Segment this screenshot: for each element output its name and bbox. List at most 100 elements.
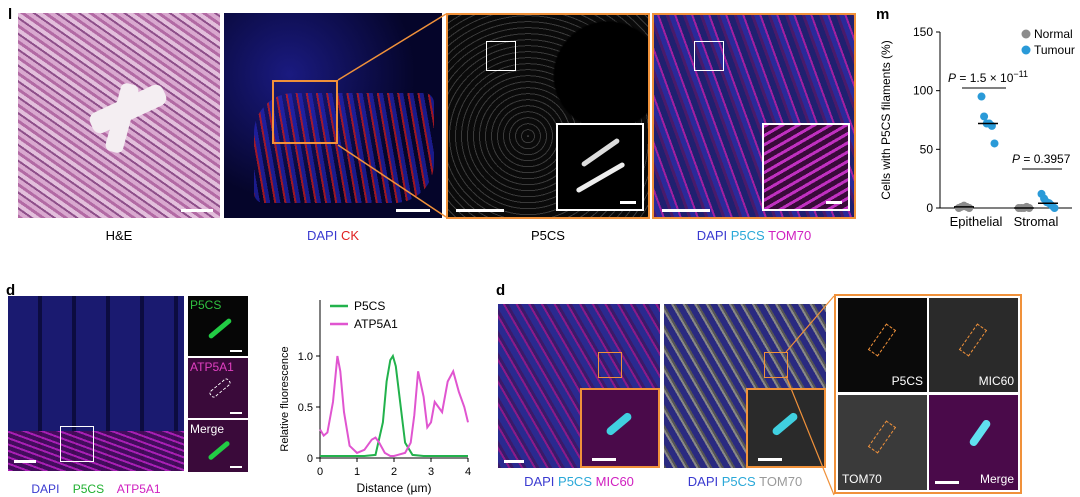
legend-label: P5CS — [354, 299, 385, 313]
data-point — [1050, 204, 1059, 212]
y-tick-label: 0.5 — [298, 402, 313, 414]
scale-bar — [396, 209, 430, 212]
x-axis-label: Distance (µm) — [357, 481, 432, 495]
scale-bar — [181, 209, 213, 212]
panel-label-d-left: d — [6, 282, 16, 299]
d2-dapi-p5cs-mic60 — [498, 304, 660, 468]
y-tick-label: 150 — [913, 25, 933, 39]
d-left-micrograph — [8, 296, 184, 471]
dapi-ck-micrograph — [224, 13, 442, 218]
caption-dapi-ck: DAPI CK — [224, 228, 442, 243]
inset-merge: Merge — [188, 420, 248, 472]
caption-d2-mic60: MIC60 — [595, 474, 634, 489]
atp5a1-signal — [8, 431, 184, 471]
ck-signal — [254, 93, 434, 203]
x-tick-label: 4 — [465, 466, 471, 478]
d2-zoom-inset — [746, 388, 826, 468]
roi-box — [764, 352, 788, 378]
scale-bar — [456, 209, 504, 212]
inset-label: Merge — [190, 422, 225, 436]
x-tick-label: 0 — [317, 466, 323, 478]
data-point — [990, 139, 999, 148]
caption-d2-left: DAPI P5CS MIC60 — [498, 474, 660, 489]
y-axis-label: Cells with P5CS filaments (%) — [879, 40, 893, 199]
zoom-connector-lines — [337, 13, 447, 218]
caption-merge-tom70: TOM70 — [768, 228, 812, 243]
inset-label: ATP5A1 — [190, 360, 234, 374]
caption-d2-tom70: TOM70 — [759, 474, 803, 489]
caption-he: H&E — [105, 228, 133, 243]
merge-zoom-inset — [762, 123, 850, 211]
scale-bar — [14, 460, 36, 463]
grid-label: Merge — [979, 472, 1014, 486]
caption-p5cs: P5CS — [531, 228, 565, 243]
merge-micrograph — [652, 13, 856, 219]
caption-ck: CK — [340, 228, 360, 243]
grid-merge: Merge — [929, 395, 1018, 490]
y-tick-label: 0 — [307, 453, 313, 465]
caption-d-atp5a1: ATP5A1 — [116, 482, 161, 496]
caption-merge: DAPI P5CS TOM70 — [652, 228, 856, 243]
data-point — [977, 92, 986, 101]
y-tick-label: 1.0 — [298, 351, 313, 363]
legend-marker — [1021, 29, 1031, 39]
caption-d2-p5cs: P5CS — [721, 474, 756, 489]
x-tick-label: Epithelial — [950, 214, 1003, 229]
grid-label: P5CS — [891, 374, 923, 388]
scale-bar — [662, 209, 710, 212]
roi-box — [598, 352, 622, 378]
legend-marker — [1021, 45, 1031, 55]
zoom-box — [272, 80, 338, 144]
roi-box — [60, 426, 94, 462]
caption-d-dapi: DAPI — [31, 482, 60, 496]
series-line — [320, 353, 468, 457]
grid-tom70: TOM70 — [838, 395, 927, 490]
inset-p5cs: P5CS — [188, 296, 248, 356]
grid-mic60: MIC60 — [929, 298, 1018, 392]
p5cs-micrograph — [446, 13, 650, 219]
y-axis-label: Relative fluorescence — [279, 346, 291, 451]
caption-d2-dapi: DAPI — [524, 474, 555, 489]
p5cs-zoom-inset — [556, 123, 644, 211]
caption-d-p5cs: P5CS — [72, 482, 105, 496]
y-tick-label: 100 — [913, 84, 933, 98]
legend-label: Tumour — [1034, 43, 1075, 57]
roi-box — [486, 41, 516, 71]
caption-d2-dapi: DAPI — [687, 474, 719, 489]
pvalue-epithelial: P = 1.5 × 10−11 — [948, 69, 1028, 85]
y-tick-label: 50 — [920, 142, 934, 156]
d2-dapi-p5cs-tom70 — [664, 304, 826, 468]
x-tick-label: 3 — [428, 466, 434, 478]
y-tick-label: 0 — [926, 201, 933, 215]
panel-label-m: m — [876, 6, 890, 23]
series-line — [319, 355, 469, 457]
legend-label: ATP5A1 — [354, 317, 398, 331]
inset-label: P5CS — [190, 298, 222, 312]
chart-m: 0 50 100 150 Cells with P5CS filaments (%) Ep… — [879, 25, 1075, 229]
caption-d2-p5cs: P5CS — [558, 474, 592, 489]
panel-label-l: l — [8, 6, 13, 23]
caption-d2-mid: DAPI P5CS TOM70 — [664, 474, 826, 489]
legend-label: Normal — [1034, 27, 1073, 41]
caption-merge-p5cs: P5CS — [730, 228, 765, 243]
x-tick-label: Stromal — [1014, 214, 1059, 229]
inset-atp5a1: ATP5A1 — [188, 358, 248, 418]
pvalue-stromal: P = 0.3957 — [1012, 152, 1071, 166]
scale-bar — [504, 460, 524, 463]
caption-d-left: DAPI P5CS ATP5A1 — [8, 482, 184, 496]
panel-label-d-right: d — [496, 282, 506, 299]
caption-dapi: DAPI — [306, 228, 338, 243]
data-point — [980, 112, 989, 121]
data-point — [965, 204, 974, 212]
roi-box — [694, 41, 724, 71]
he-micrograph — [18, 13, 220, 218]
grid-label: MIC60 — [978, 374, 1014, 388]
x-tick-label: 2 — [391, 466, 397, 478]
x-tick-label: 1 — [354, 466, 360, 478]
d2-zoom-inset — [580, 388, 660, 468]
grid-p5cs: P5CS — [838, 298, 927, 392]
grid-label: TOM70 — [842, 472, 882, 486]
line-profile-chart: 0 0.5 1.0 0 1 2 3 4 Distance (µm) Relative fluore… — [279, 299, 471, 495]
caption-merge-dapi: DAPI — [696, 228, 728, 243]
